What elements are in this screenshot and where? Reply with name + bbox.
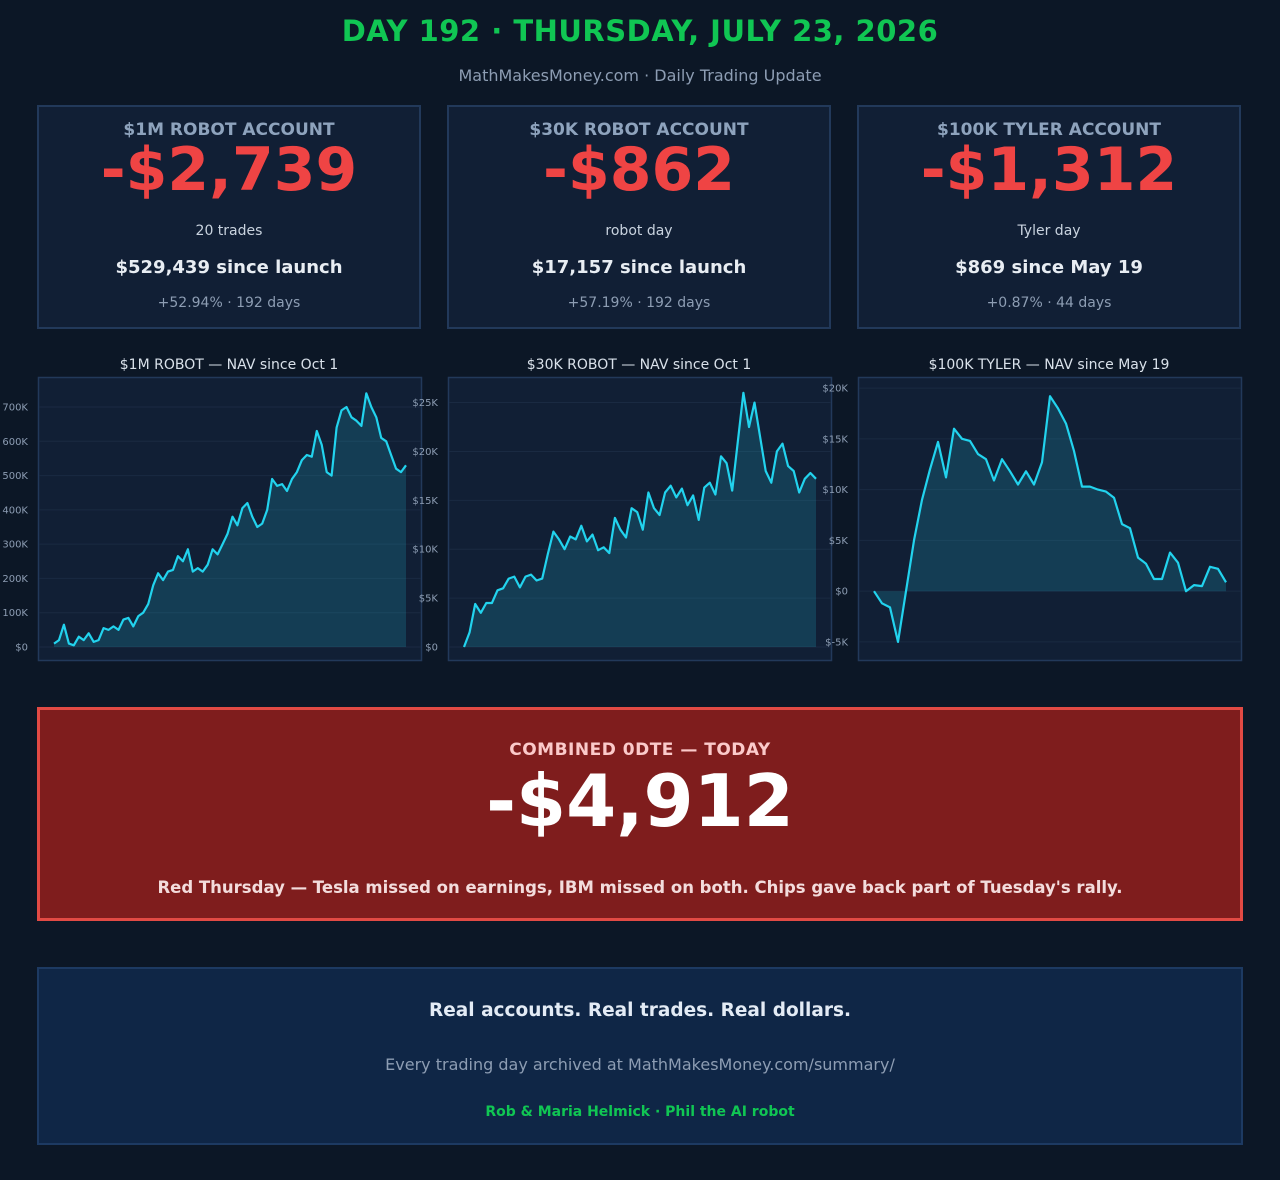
account-card-1m-robot: $1M ROBOT ACCOUNT -$2,739 20 trades $529… [37, 105, 421, 329]
y-tick-label: $10K [412, 545, 438, 556]
banner-note: Red Thursday — Tesla missed on earnings,… [157, 878, 1123, 897]
card-day-pnl: -$2,739 [100, 135, 358, 205]
combined-banner: COMBINED 0DTE — TODAY -$4,912 Red Thursd… [37, 707, 1243, 921]
y-tick-label: 300K [2, 540, 28, 551]
footer-archive-note: Every trading day archived at MathMakesM… [385, 1055, 895, 1074]
card-stats: +57.19% · 192 days [567, 295, 711, 311]
y-tick-label: $20K [412, 447, 438, 458]
y-tick-label: $0 [425, 643, 438, 654]
card-note: 20 trades [195, 223, 263, 239]
nav-area-fill [874, 396, 1226, 642]
card-title: $100K TYLER ACCOUNT [937, 120, 1161, 140]
y-tick-label: $15K [412, 496, 438, 507]
y-tick-label: $15K [822, 434, 848, 445]
card-note: Tyler day [1017, 223, 1081, 239]
footer-credits: Rob & Maria Helmick · Phil the AI robot [485, 1104, 795, 1120]
footer-tagline: Real accounts. Real trades. Real dollars… [429, 1000, 851, 1021]
nav-chart-1m-robot: $0 100K 200K 300K 400K 500K 600K 700K [2, 376, 423, 662]
card-since-launch: $529,439 since launch [115, 257, 343, 278]
nav-line [53, 392, 407, 647]
chart-title-100k-tyler: $100K TYLER — NAV since May 19 [928, 357, 1170, 373]
y-tick-label: $-5K [825, 637, 848, 648]
page-title: DAY 192 · THURSDAY, JULY 23, 2026 [341, 14, 939, 48]
card-since-launch: $869 since May 19 [955, 257, 1143, 278]
y-tick-label: $10K [822, 485, 848, 496]
y-tick-label: $20K [822, 384, 848, 395]
nav-area-fill [54, 393, 406, 647]
card-title: $1M ROBOT ACCOUNT [123, 120, 335, 140]
account-card-30k-robot: $30K ROBOT ACCOUNT -$862 robot day $17,1… [447, 105, 831, 329]
y-tick-label: $25K [412, 398, 438, 409]
banner-label: COMBINED 0DTE — TODAY [509, 740, 771, 760]
card-day-pnl: -$862 [543, 135, 735, 205]
chart-frame [37, 376, 423, 662]
card-since-launch: $17,157 since launch [531, 257, 747, 278]
card-stats: +52.94% · 192 days [157, 295, 301, 311]
chart-title-1m-robot: $1M ROBOT — NAV since Oct 1 [119, 357, 339, 373]
page-subtitle: MathMakesMoney.com · Daily Trading Updat… [458, 66, 822, 85]
y-tick-label: $0 [15, 643, 28, 654]
y-tick-label: $5K [419, 594, 439, 605]
y-tick-label: 200K [2, 574, 28, 585]
nav-line [462, 391, 817, 648]
y-tick-label: 600K [2, 437, 28, 448]
card-title: $30K ROBOT ACCOUNT [529, 120, 749, 140]
combined-pnl-value: -$4,912 [486, 759, 794, 843]
card-note: robot day [605, 223, 673, 239]
y-tick-label: $5K [829, 536, 849, 547]
nav-area-fill [464, 392, 816, 647]
footer-panel: Real accounts. Real trades. Real dollars… [37, 967, 1243, 1145]
y-tick-label: 700K [2, 403, 28, 414]
card-stats: +0.87% · 44 days [986, 295, 1112, 311]
y-tick-label: 100K [2, 608, 28, 619]
nav-chart-30k-robot: $0 $5K $10K $15K $20K $25K [412, 376, 833, 662]
card-day-pnl: -$1,312 [920, 135, 1178, 205]
y-tick-label: 500K [2, 471, 28, 482]
chart-title-30k-robot: $30K ROBOT — NAV since Oct 1 [526, 357, 752, 373]
y-tick-label: $0 [835, 587, 848, 598]
nav-line [873, 395, 1227, 643]
nav-chart-100k-tyler: $-5K $0 $5K $10K $15K $20K [822, 376, 1243, 662]
chart-frame [857, 376, 1243, 662]
account-card-100k-tyler: $100K TYLER ACCOUNT -$1,312 Tyler day $8… [857, 105, 1241, 329]
y-tick-label: 400K [2, 505, 28, 516]
